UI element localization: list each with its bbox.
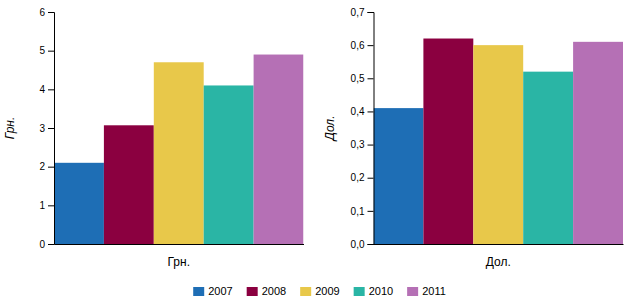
y-tick-mark	[48, 244, 54, 245]
y-tick: 5	[39, 45, 54, 56]
legend-label: 2010	[369, 285, 393, 297]
legend-item: 2011	[407, 285, 446, 297]
panel: 0,0 0,1 0,2 0,3 0,4 0,5 0,6 0,7 Дол. Дол.	[323, 7, 624, 269]
legend-swatch	[300, 287, 311, 296]
y-tick-label: 0,7	[351, 7, 365, 18]
y-tick-label: 5	[39, 45, 45, 56]
y-tick: 0,1	[351, 206, 374, 217]
bar	[154, 62, 204, 244]
y-tick-mark	[48, 128, 54, 129]
y-tick-mark	[368, 244, 374, 245]
y-axis-title: Дол.	[323, 116, 337, 143]
y-tick-mark	[368, 211, 374, 212]
y-tick: 2	[39, 161, 54, 172]
legend-item: 2007	[193, 285, 232, 297]
y-tick: 0,0	[351, 239, 374, 250]
y-tick-mark	[368, 45, 374, 46]
y-tick-mark	[48, 205, 54, 206]
bar	[104, 125, 154, 244]
y-tick: 0,6	[351, 40, 374, 51]
legend-swatch	[247, 287, 258, 296]
legend-label: 2009	[315, 285, 339, 297]
y-tick: 0,7	[351, 7, 374, 18]
y-tick: 3	[39, 123, 54, 134]
y-tick-mark	[48, 89, 54, 90]
y-tick-label: 0,1	[351, 206, 365, 217]
bar	[374, 108, 424, 244]
y-axis-title: Грн.	[3, 117, 17, 140]
legend: 2007 2008 2009 2010 2011	[193, 285, 446, 297]
y-tick-label: 2	[39, 161, 45, 172]
y-tick-label: 0,3	[351, 139, 365, 150]
axis-line	[55, 244, 305, 245]
axis-line	[374, 244, 624, 245]
legend-swatch	[407, 287, 418, 296]
y-tick: 0	[39, 239, 54, 250]
y-tick: 0,2	[351, 172, 374, 183]
y-tick: 0,5	[351, 73, 374, 84]
bar	[204, 85, 254, 244]
bars	[54, 55, 304, 244]
y-tick-label: 0	[39, 239, 45, 250]
bar	[254, 55, 304, 244]
y-tick-mark	[48, 167, 54, 168]
axis-line	[48, 13, 55, 245]
y-tick-label: 0,5	[351, 73, 365, 84]
bars	[374, 39, 624, 244]
y-tick-label: 3	[39, 123, 45, 134]
y-tick: 6	[39, 7, 54, 18]
legend-label: 2011	[422, 285, 446, 297]
x-axis	[374, 244, 624, 245]
panel: 0 1 2 3 4 5 6 Грн. Грн.	[3, 7, 304, 269]
legend-swatch	[193, 287, 204, 296]
y-tick: 0,3	[351, 139, 374, 150]
y-tick-mark	[368, 111, 374, 112]
y-axis: 0,0 0,1 0,2 0,3 0,4 0,5 0,6 0,7	[351, 7, 374, 250]
bar	[423, 39, 473, 244]
legend-item: 2008	[247, 285, 286, 297]
x-axis-title: Грн.	[168, 255, 190, 269]
legend-item: 2010	[354, 285, 393, 297]
bar	[54, 163, 104, 244]
y-tick-mark	[368, 178, 374, 179]
y-tick-mark	[48, 12, 54, 13]
y-tick-label: 6	[39, 7, 45, 18]
legend-item: 2009	[300, 285, 339, 297]
chart: 0 1 2 3 4 5 6 Грн. Грн. 0,0 0,1 0,2 0,3 0,4 0,5 0,6 0,7 Д…	[0, 0, 639, 304]
bar	[523, 72, 573, 244]
y-tick-label: 4	[39, 84, 45, 95]
bar	[573, 42, 623, 244]
y-tick-mark	[368, 78, 374, 79]
y-tick: 0,4	[351, 106, 374, 117]
legend-label: 2008	[262, 285, 286, 297]
y-tick-label: 0,0	[351, 239, 365, 250]
axis-line	[368, 13, 375, 245]
legend-label: 2007	[208, 285, 232, 297]
y-tick-label: 0,4	[351, 106, 365, 117]
y-tick-mark	[368, 145, 374, 146]
y-tick-label: 0,2	[351, 172, 365, 183]
legend-swatch	[354, 287, 365, 296]
y-tick-label: 1	[39, 200, 45, 211]
y-tick: 1	[39, 200, 54, 211]
y-axis: 0 1 2 3 4 5 6	[39, 7, 54, 250]
x-axis	[55, 244, 305, 245]
y-tick-mark	[48, 51, 54, 52]
y-tick: 4	[39, 84, 54, 95]
y-tick-label: 0,6	[351, 40, 365, 51]
bar	[473, 45, 523, 244]
y-tick-mark	[368, 12, 374, 13]
x-axis-title: Дол.	[486, 255, 511, 269]
